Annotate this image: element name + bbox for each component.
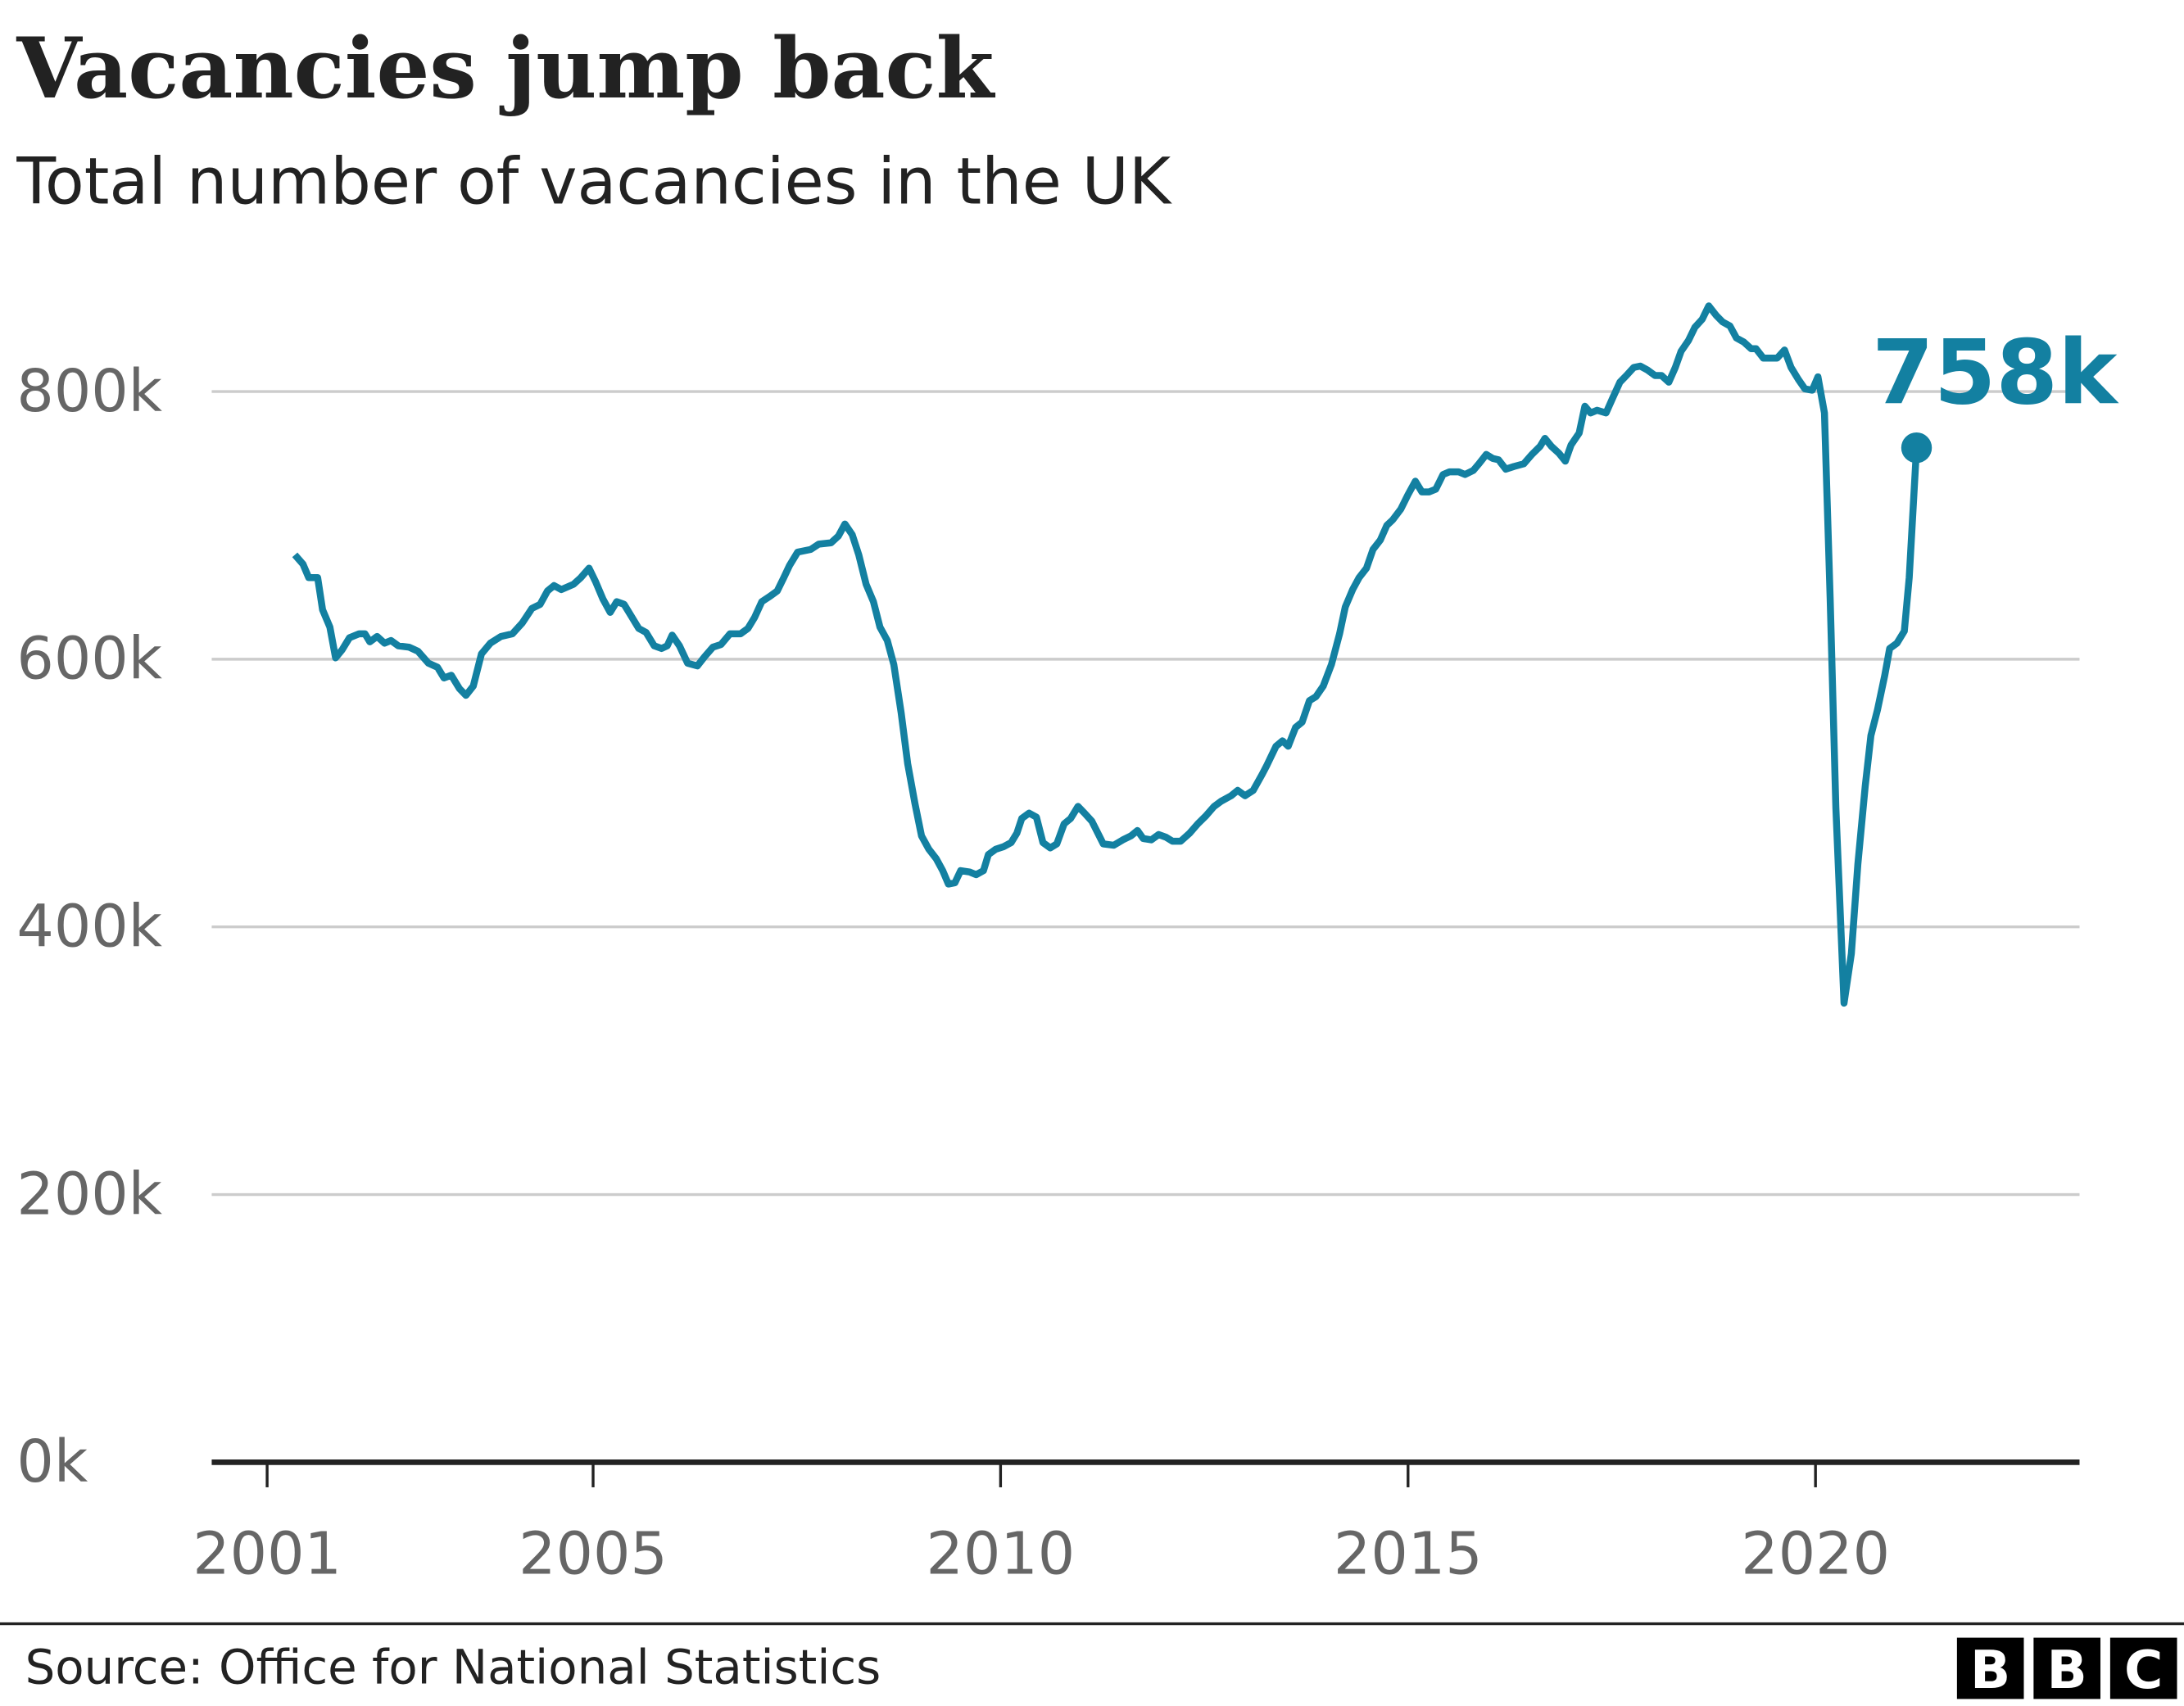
line [292, 302, 1920, 1007]
value-label: 758k [1872, 320, 2119, 424]
logo-box [1956, 1637, 2024, 1699]
x-tick-label: 2015 [1334, 1519, 1483, 1587]
y-tick-label: 800k [16, 357, 162, 425]
end-point [1901, 432, 1933, 464]
y-tick-label: 400k [16, 893, 162, 961]
x-tick-label: 2001 [193, 1519, 342, 1587]
y-tick-label: 0k [16, 1428, 88, 1496]
logo-letter: B [1970, 1640, 2010, 1701]
y-tick-label: 200k [16, 1160, 162, 1228]
source: Source: Office for National Statistics [25, 1640, 881, 1695]
x-tick-label: 2005 [519, 1519, 668, 1587]
chart-subtitle: Total number of vacancies in the UK [16, 144, 1172, 219]
logo-box [2033, 1637, 2100, 1699]
y-tick-label: 600k [16, 625, 162, 693]
chart-title: Vacancies jump back [16, 20, 995, 118]
logo-letter: B [2047, 1640, 2087, 1701]
logo-box [2109, 1637, 2177, 1699]
x-tick-label: 2020 [1741, 1519, 1890, 1587]
x-tick-label: 2010 [927, 1519, 1076, 1587]
logo-letter: C [2124, 1640, 2163, 1701]
